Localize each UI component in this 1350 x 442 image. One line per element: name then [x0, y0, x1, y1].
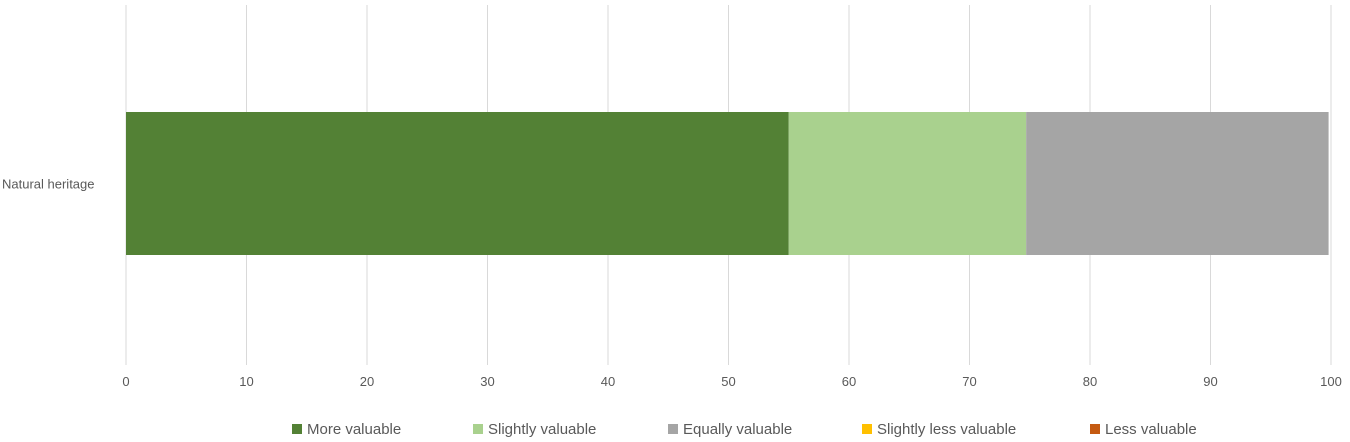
x-tick-label: 100 — [1320, 374, 1342, 389]
legend-item: Slightly less valuable — [862, 421, 1016, 438]
legend-swatch — [668, 424, 678, 434]
legend-swatch — [473, 424, 483, 434]
legend-label: Less valuable — [1105, 421, 1197, 438]
category-labels: Natural heritage — [2, 177, 95, 192]
x-tick-label: 60 — [842, 374, 856, 389]
legend-item: More valuable — [292, 421, 401, 438]
legend-item: Equally valuable — [668, 421, 792, 438]
x-tick-label: 70 — [962, 374, 976, 389]
x-axis-ticks: 0 10 20 30 40 50 60 70 80 90 100 — [122, 374, 1341, 389]
x-tick-label: 40 — [601, 374, 615, 389]
legend-label: Slightly less valuable — [877, 421, 1016, 438]
legend-swatch — [1090, 424, 1100, 434]
legend-label: Slightly valuable — [488, 421, 596, 438]
x-tick-label: 90 — [1203, 374, 1217, 389]
x-tick-label: 30 — [480, 374, 494, 389]
legend-swatch — [292, 424, 302, 434]
legend-item: Slightly valuable — [473, 421, 596, 438]
x-tick-label: 10 — [239, 374, 253, 389]
bar-segment — [126, 112, 789, 255]
x-tick-label: 0 — [122, 374, 129, 389]
bar-segment — [1026, 112, 1329, 255]
bar-segment — [788, 112, 1027, 255]
legend-label: Equally valuable — [683, 421, 792, 438]
legend-item: Less valuable — [1090, 421, 1197, 438]
x-tick-label: 50 — [721, 374, 735, 389]
legend-swatch — [862, 424, 872, 434]
bar-segments — [126, 112, 1329, 255]
x-tick-label: 80 — [1083, 374, 1097, 389]
legend-label: More valuable — [307, 421, 401, 438]
x-tick-label: 20 — [360, 374, 374, 389]
legend: More valuable Slightly valuable Equally va… — [292, 421, 1197, 438]
category-label: Natural heritage — [2, 177, 95, 192]
